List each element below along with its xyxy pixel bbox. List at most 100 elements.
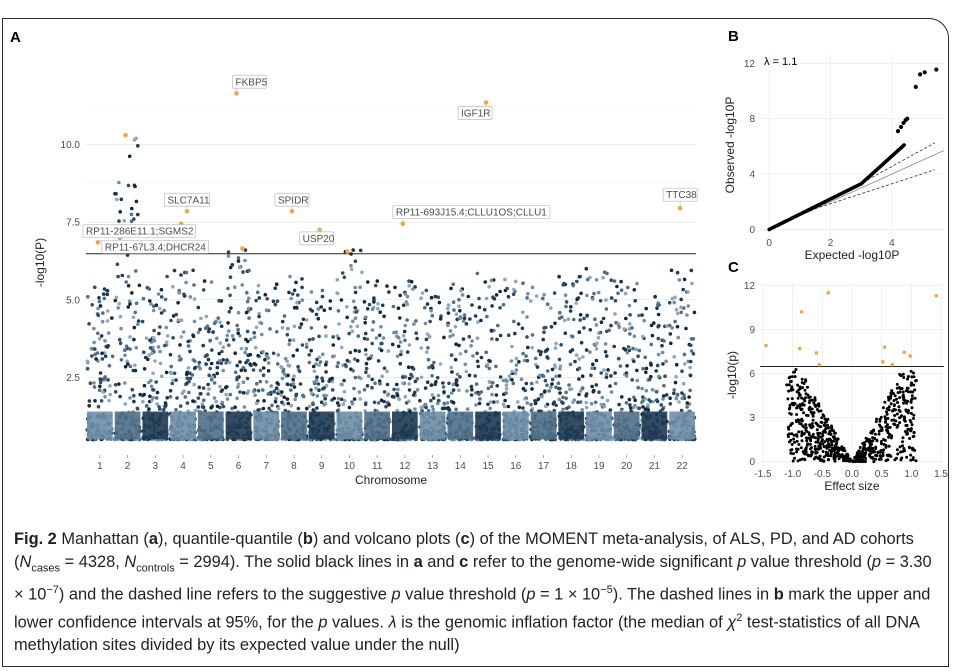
manhattan-point <box>454 312 459 317</box>
volcano-point <box>810 407 814 411</box>
manhattan-point <box>533 399 537 403</box>
volcano-point <box>790 443 794 446</box>
manhattan-point <box>425 332 430 336</box>
volcano-point <box>867 453 871 457</box>
manhattan-point <box>236 259 241 263</box>
manhattan-point <box>197 385 202 390</box>
manhattan-point <box>218 341 223 345</box>
manhattan-point <box>314 300 319 305</box>
manhattan-point <box>498 289 502 294</box>
manhattan-point <box>451 382 456 387</box>
volcano-point <box>903 399 907 403</box>
manhattan-point <box>362 388 367 392</box>
manhattan-point <box>351 369 355 373</box>
caption-symbol: χ <box>727 613 737 631</box>
manhattan-point <box>137 283 142 288</box>
significant-point <box>483 100 489 105</box>
caption-text: test-statistics of all DNA methylation s… <box>14 613 920 654</box>
manhattan-point <box>569 387 574 391</box>
manhattan-point <box>199 392 203 396</box>
manhattan-point <box>606 368 610 372</box>
volcano-point <box>796 396 800 400</box>
manhattan-point <box>263 292 268 297</box>
volcano-point <box>793 440 796 444</box>
manhattan-point <box>612 279 617 283</box>
manhattan-point <box>561 395 565 400</box>
manhattan-point <box>466 294 471 299</box>
manhattan-point-band <box>170 411 196 440</box>
manhattan-point <box>123 348 127 353</box>
volcano-gridlines <box>760 284 944 466</box>
manhattan-point <box>393 285 397 290</box>
manhattan-point <box>505 379 509 384</box>
manhattan-point <box>604 372 609 377</box>
manhattan-point <box>274 396 278 401</box>
manhattan-point <box>307 353 312 357</box>
manhattan-point <box>244 360 248 365</box>
volcano-point <box>814 405 818 408</box>
manhattan-point <box>355 324 360 329</box>
manhattan-point <box>465 389 469 393</box>
volcano-point <box>903 449 907 453</box>
manhattan-point <box>570 334 575 339</box>
caption-text: ). The dashed lines in <box>612 585 774 604</box>
manhattan-point <box>320 379 325 383</box>
manhattan-point <box>636 354 640 359</box>
caption-text: value threshold ( <box>746 552 872 571</box>
manhattan-point <box>604 375 609 380</box>
manhattan-point <box>169 318 173 323</box>
manhattan-point <box>689 343 693 348</box>
manhattan-point <box>314 386 318 390</box>
volcano-point <box>792 452 795 456</box>
volcano-point <box>804 379 808 383</box>
volcano-point <box>818 454 822 458</box>
volcano-point <box>827 442 831 446</box>
manhattan-point <box>168 388 173 393</box>
manhattan-point <box>599 402 604 407</box>
manhattan-point <box>310 309 315 313</box>
volcano-point <box>786 397 790 401</box>
manhattan-point <box>465 407 470 411</box>
manhattan-point <box>151 348 155 353</box>
manhattan-point <box>624 374 629 378</box>
manhattan-point <box>454 342 458 347</box>
x-tick-label: 2 <box>828 238 834 249</box>
manhattan-point <box>562 318 567 323</box>
manhattan-point <box>461 337 466 341</box>
manhattan-point <box>200 402 205 406</box>
manhattan-point <box>542 390 547 394</box>
volcano-point <box>909 369 913 373</box>
volcano-point <box>792 437 796 441</box>
volcano-point <box>828 437 832 441</box>
manhattan-point <box>294 393 298 398</box>
volcano-point <box>858 446 862 449</box>
volcano-point <box>877 432 881 436</box>
manhattan-point <box>380 374 385 379</box>
volcano-point <box>909 420 913 424</box>
manhattan-point <box>385 382 390 387</box>
volcano-point <box>867 446 871 450</box>
manhattan-point <box>558 391 562 395</box>
volcano-point <box>909 400 913 404</box>
manhattan-point <box>682 362 687 366</box>
manhattan-point <box>349 263 353 268</box>
manhattan-point <box>407 343 412 347</box>
volcano-point <box>833 431 837 435</box>
volcano-point <box>898 445 902 449</box>
x-tick-label: -1.0 <box>784 469 802 480</box>
caption-exponent: 2 <box>736 611 743 624</box>
manhattan-point <box>336 309 341 313</box>
manhattan-point <box>525 315 529 319</box>
manhattan-point <box>295 300 299 305</box>
manhattan-point <box>375 279 380 283</box>
manhattan-point <box>252 361 257 366</box>
manhattan-point <box>451 300 456 305</box>
significant-point <box>345 249 350 254</box>
volcano-point <box>801 424 805 428</box>
x-tick-label: 11 <box>372 461 383 472</box>
manhattan-point <box>159 311 164 315</box>
manhattan-point <box>101 390 105 394</box>
manhattan-point <box>513 279 518 284</box>
manhattan-point <box>679 305 683 310</box>
